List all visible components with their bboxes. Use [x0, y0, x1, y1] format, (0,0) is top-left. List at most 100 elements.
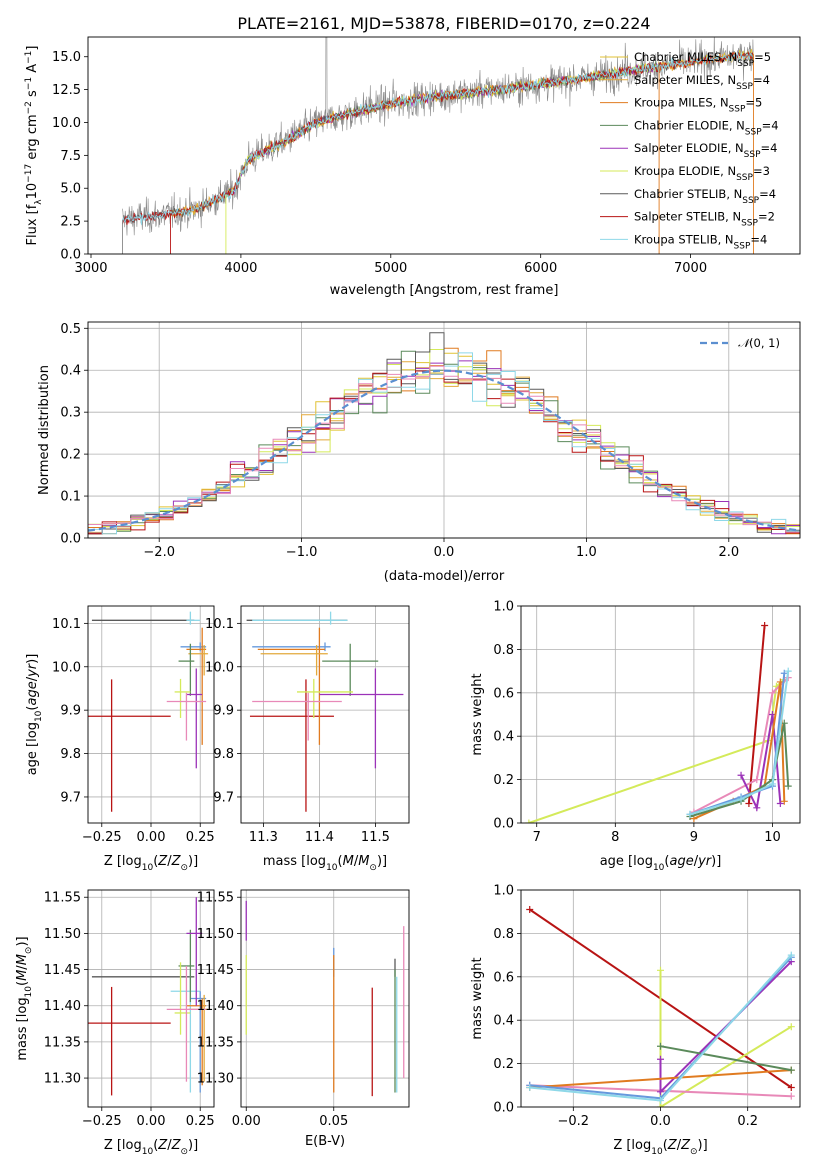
label-part: SSP [737, 59, 754, 69]
y-tick-label: 11.45 [197, 963, 234, 978]
error-point [88, 679, 171, 812]
plot-area [122, 37, 754, 254]
panel-residuals: −2.0 −1.0 0.0 1.0 2.0 0.0 0.1 0.2 0.3 0.4 0.5 (data… [37, 321, 801, 584]
y-tick-label: 0.4 [493, 730, 514, 745]
y-tick-label: 11.30 [197, 1072, 234, 1087]
weight-line [529, 1069, 792, 1089]
weight-marker [657, 1055, 664, 1063]
x-tick-label: 0.00 [137, 1114, 166, 1129]
label-part: ( [15, 981, 30, 986]
weight-marker [657, 966, 664, 974]
weight-marker [787, 1023, 795, 1031]
label-part: =5 [754, 50, 771, 64]
error-point [174, 678, 191, 718]
label-part: −2 [24, 101, 34, 114]
label-part: erg cm [25, 114, 40, 163]
gridlines [241, 606, 409, 823]
weight-marker [784, 782, 792, 790]
label-part: (0, 1) [749, 336, 780, 350]
x-tick-label: 11.4 [305, 830, 334, 845]
y-tick-label: 9.8 [60, 747, 81, 762]
error-point [188, 645, 209, 676]
error-point [186, 627, 207, 745]
label-part: )] [15, 936, 30, 946]
label-part: A [25, 64, 40, 77]
label-part: age [log [600, 854, 653, 869]
weight-marker [768, 689, 776, 697]
label-part: Kroupa ELODIE, N [634, 164, 736, 178]
label-part: M [343, 854, 354, 869]
error-point [186, 668, 203, 769]
y-tick-label: 0.8 [493, 643, 514, 658]
y-tick-label: 9.7 [60, 790, 81, 805]
weight-line [689, 670, 790, 816]
label-part: / [354, 854, 359, 869]
y-tick-label: 11.30 [44, 1072, 81, 1087]
label-part: =3 [753, 164, 770, 178]
y-tick-label: 11.40 [44, 999, 81, 1014]
label-part: SSP [734, 241, 751, 251]
y-tick-label: 2.5 [60, 215, 81, 230]
label-part: Z [157, 1138, 168, 1153]
weight-marker [768, 780, 776, 788]
x-tick-label: 0.00 [232, 1114, 261, 1129]
x-tick-label: 3000 [74, 261, 107, 276]
x-tick-label: 9 [690, 830, 698, 845]
legend-label: Chabrier MILES, NSSP=5 [634, 50, 771, 69]
y-axis-label: Flux [fλ10−17 erg cm−2 s−1 A−1] [24, 46, 44, 246]
weight-marker [737, 795, 745, 803]
legend-label: Chabrier ELODIE, NSSP=4 [634, 118, 779, 137]
label-part: SSP [742, 196, 759, 206]
error-point [88, 986, 171, 1096]
error-point [190, 991, 207, 1093]
model-spectrum [122, 51, 754, 225]
label-part: age [25, 681, 40, 705]
label-part: ⊙ [180, 1147, 188, 1157]
y-tick-label: 11.45 [44, 963, 81, 978]
legend-label: Kroupa STELIB, NSSP=4 [634, 232, 767, 251]
label-part: )] [377, 854, 387, 869]
weight-marker [526, 906, 534, 914]
y-tick-label: 15.0 [52, 50, 81, 65]
label-part: Chabrier MILES, N [634, 50, 737, 64]
weight-marker [787, 1066, 795, 1074]
error-point [186, 611, 201, 625]
panel-mass_vs_Z: −0.25 0.00 0.25 11.30 11.35 11.40 11.45 11.50 11… [15, 889, 215, 1157]
y-tick-label: 0.3 [60, 406, 81, 421]
label-part: / [167, 854, 172, 869]
x-axis-label: (data-model)/error [384, 569, 505, 584]
y-tick-label: 5.0 [60, 182, 81, 197]
error-point [174, 962, 191, 1035]
label-part: 10 [651, 1147, 663, 1157]
x-axis-label: E(B-V) [305, 1134, 345, 1149]
label-part: Z [667, 1138, 678, 1153]
y-tick-label: 0.2 [493, 773, 514, 788]
x-tick-label: 7000 [674, 261, 707, 276]
y-tick-label: 1.0 [493, 884, 514, 899]
gridlines [88, 606, 214, 823]
error-point [166, 965, 207, 1082]
plot-area [526, 906, 795, 1107]
label-part: =4 [761, 141, 778, 155]
weight-marker [737, 771, 745, 779]
label-part: mass [log [15, 997, 30, 1060]
weight-line [747, 625, 766, 804]
label-part: M [15, 970, 30, 981]
weight-marker [780, 669, 788, 677]
label-part: Chabrier STELIB, N [634, 187, 742, 201]
label-part: )] [711, 854, 721, 869]
plot-area [88, 332, 800, 535]
legend: 𝒩(0, 1) [700, 336, 780, 350]
label-part: M [15, 954, 30, 965]
weight-marker [787, 1092, 795, 1100]
label-part: mass [log [263, 854, 326, 869]
y-tick-label: 0.1 [60, 490, 81, 505]
x-tick-label: 1.0 [576, 545, 597, 560]
y-tick-label: 10.0 [205, 660, 234, 675]
x-tick-label: 5000 [374, 261, 407, 276]
plot-area [246, 611, 404, 812]
weight-marker [787, 951, 795, 959]
label-part: ⊙ [180, 863, 188, 873]
